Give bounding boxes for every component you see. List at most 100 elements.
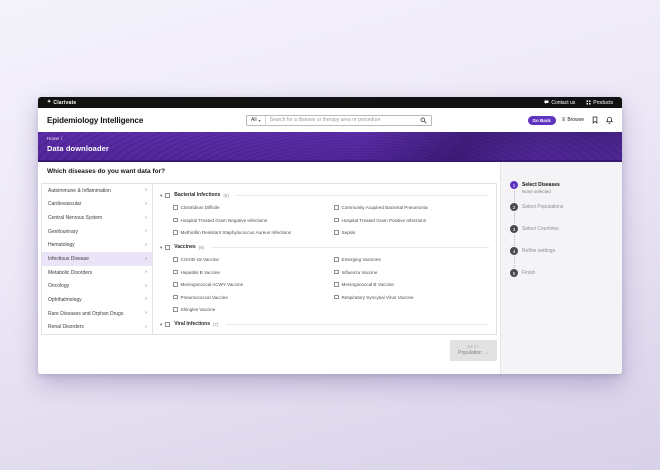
chevron-right-icon: ›	[145, 282, 147, 289]
search-input[interactable]	[265, 117, 420, 123]
chevron-down-icon: ▾	[160, 244, 163, 250]
step-text: Refine settings	[522, 247, 555, 269]
disease-label: Meningococcal B Vaccine	[341, 282, 394, 287]
bookmark-icon[interactable]	[592, 116, 598, 124]
step-label: Finish	[522, 270, 536, 276]
category-item[interactable]: Rare Diseases and Orphan Drugs ›	[42, 307, 152, 321]
products-label: Products	[593, 99, 613, 106]
step-number-badge: 5	[510, 269, 518, 277]
wizard-step[interactable]: 1 Select Diseases None selected	[510, 181, 622, 203]
wizard-step[interactable]: 3 Select Countries	[510, 225, 622, 247]
section-label: Viral Infections	[174, 321, 211, 327]
disease-checkbox-item[interactable]: Hospital Treated Gram Negative Infection…	[173, 218, 328, 223]
disease-label: Respiratory Syncytial Virus Vaccine	[341, 294, 414, 300]
step-label: Refine settings	[522, 248, 556, 254]
go-back-pill[interactable]: Go Back	[527, 115, 556, 125]
disease-checkbox-item[interactable]: COVID-19 Vaccine	[173, 257, 328, 262]
wizard-steps-sidebar: 1 Select Diseases None selected 2 Select…	[500, 162, 622, 374]
disease-checkbox-item[interactable]: Meningococcal ACWY Vaccine	[173, 282, 328, 287]
step-label: Select Populations	[522, 204, 564, 210]
contact-us-label: Contact us	[551, 99, 576, 106]
disease-checkbox-item[interactable]: Hepatitis B Vaccine	[173, 270, 328, 275]
disease-checkbox-item[interactable]: Community Acquired Bacterial Pneumonia	[334, 205, 489, 210]
app-window: ✦ Clarivate Contact us Products Epidemio…	[38, 97, 622, 374]
question-heading: Which diseases do you want data for?	[47, 168, 166, 175]
step-number-badge: 4	[510, 247, 518, 255]
bacterial-items: Clostridium Difficile Community Acquired…	[160, 202, 489, 241]
checkbox[interactable]	[173, 230, 178, 235]
checkbox[interactable]	[173, 205, 178, 210]
chat-icon	[544, 100, 549, 104]
checkbox[interactable]	[334, 294, 339, 300]
category-label: Oncology	[48, 283, 70, 290]
breadcrumb-home-link[interactable]: Home	[47, 136, 60, 141]
checkbox[interactable]	[334, 217, 339, 223]
disease-checkbox-item[interactable]: Emerging Vaccines	[334, 257, 489, 262]
disease-checkbox-item[interactable]: Meningococcal B Vaccine	[334, 282, 489, 287]
disease-checkbox-item[interactable]: Hospital Treated Gram Positive Infection…	[334, 218, 489, 223]
wizard-step[interactable]: 5 Finish	[510, 269, 622, 291]
checkbox[interactable]	[165, 321, 171, 327]
chevron-right-icon: ›	[145, 323, 147, 330]
checkbox[interactable]	[173, 294, 178, 300]
section-header-vaccines[interactable]: ▾ Vaccines (9)	[160, 243, 489, 251]
chevron-right-icon: ›	[145, 214, 147, 221]
checkbox[interactable]	[173, 269, 178, 275]
disease-checkbox-item[interactable]: Clostridium Difficile	[173, 205, 328, 210]
checkbox[interactable]	[334, 257, 339, 262]
chevron-right-icon: ›	[145, 200, 147, 207]
category-item[interactable]: Renal Disorders ›	[42, 320, 152, 334]
category-item[interactable]: Oncology ›	[42, 279, 152, 293]
clarivate-logo-text: Clarivate	[53, 99, 77, 106]
checkbox[interactable]	[334, 205, 339, 210]
checkbox[interactable]	[334, 230, 339, 235]
checkbox[interactable]	[173, 257, 178, 262]
checkbox[interactable]	[173, 217, 178, 223]
search-filter-dropdown[interactable]: All ▾	[247, 115, 266, 125]
disease-checkbox-item[interactable]: Sepsis	[334, 230, 489, 235]
disease-checkbox-item[interactable]: Pneumococcal Vaccine	[173, 295, 328, 300]
wizard-step[interactable]: 4 Refine settings	[510, 247, 622, 269]
next-population-button[interactable]: NEXT Population →	[450, 340, 497, 361]
checkbox[interactable]	[334, 282, 339, 287]
clarivate-logo[interactable]: ✦ Clarivate	[47, 100, 76, 106]
checkbox[interactable]	[165, 192, 171, 198]
disease-checkbox-item[interactable]: Respiratory Syncytial Virus Vaccine	[334, 295, 489, 300]
disease-checkbox-item[interactable]: Influenza Vaccine	[334, 270, 489, 275]
category-item[interactable]: Central Nervous System ›	[42, 211, 152, 225]
bell-icon[interactable]	[606, 116, 613, 124]
vaccine-items: COVID-19 Vaccine Emerging Vaccines	[160, 254, 489, 318]
disease-label: Shingles Vaccine	[180, 307, 216, 312]
hero-banner: Home / Data downloader	[38, 132, 622, 162]
category-item[interactable]: Cardiovascular ›	[42, 198, 152, 212]
category-item[interactable]: Genitourinary ›	[42, 225, 152, 239]
disease-selector: Which diseases do you want data for? Aut…	[38, 162, 500, 374]
browse-label: Browse	[567, 117, 584, 123]
chevron-right-icon: ›	[145, 255, 147, 262]
wizard-step[interactable]: 2 Select Populations	[510, 203, 622, 225]
checkbox[interactable]	[173, 282, 178, 287]
step-label: Select Diseases	[522, 182, 560, 188]
disease-checkbox-item[interactable]: Methicillin Resistant Staphylococcus Aur…	[173, 230, 328, 235]
checkbox[interactable]	[334, 269, 339, 275]
category-item[interactable]: Infectious Disease ›	[42, 252, 152, 266]
checkbox[interactable]	[165, 244, 171, 250]
search-filter-value: All	[251, 117, 257, 123]
browse-menu[interactable]: ≡ Browse	[562, 117, 584, 123]
disease-label: Hepatitis B Vaccine	[180, 269, 221, 275]
category-item[interactable]: Autoimmune & Inflammation ›	[42, 184, 152, 198]
products-link[interactable]: Products	[586, 100, 613, 106]
section-header-viral[interactable]: ▾ Viral Infections (7)	[160, 320, 489, 328]
category-item[interactable]: Metabolic Disorders ›	[42, 266, 152, 280]
clarivate-logo-icon: ✦	[47, 99, 52, 105]
checkbox[interactable]	[173, 307, 178, 312]
section-header-bacterial[interactable]: ▾ Bacterial Infections (6)	[160, 191, 489, 199]
disease-checkbox-item[interactable]: Shingles Vaccine	[173, 307, 328, 312]
step-number-badge: 3	[510, 225, 518, 233]
contact-us-link[interactable]: Contact us	[544, 100, 575, 106]
category-item[interactable]: Hematology ›	[42, 239, 152, 253]
category-item[interactable]: Ophthalmology ›	[42, 293, 152, 307]
search-icon[interactable]	[420, 117, 427, 124]
disease-label: Hospital Treated Gram Positive Infection…	[341, 217, 427, 223]
